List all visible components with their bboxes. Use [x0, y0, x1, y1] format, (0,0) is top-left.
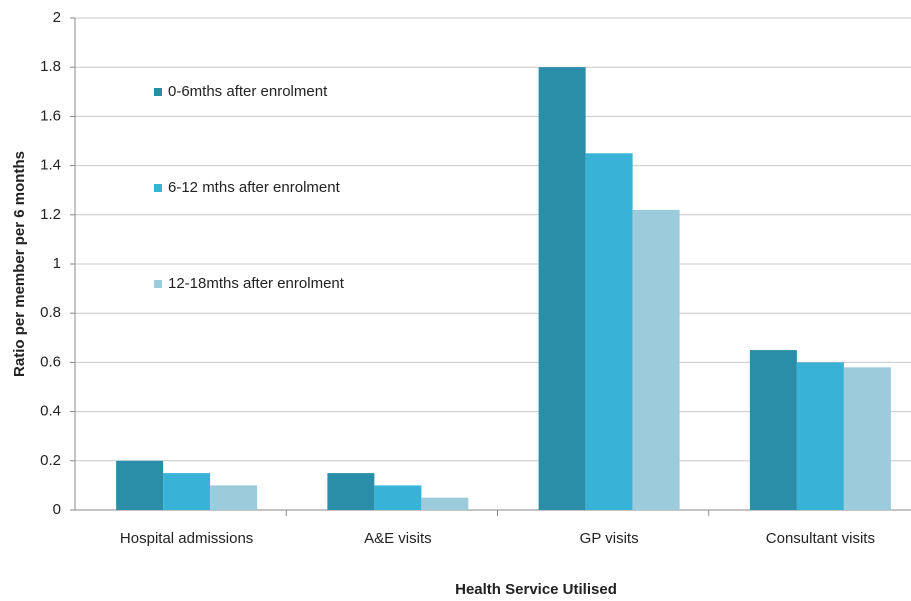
x-tick-label: A&E visits [364, 530, 432, 547]
x-tick-label: GP visits [580, 530, 639, 547]
x-tick-label: Consultant visits [766, 530, 875, 547]
bar [796, 362, 844, 510]
y-tick-label: 1.4 [40, 157, 61, 174]
bar [632, 209, 680, 510]
bar [843, 367, 891, 510]
legend-label: 6-12 mths after enrolment [168, 179, 341, 196]
bar [374, 485, 422, 510]
y-tick-label: 1.8 [40, 58, 61, 75]
legend-label: 0-6mths after enrolment [168, 83, 328, 100]
x-axis-title: Health Service Utilised [455, 581, 617, 598]
bar [421, 497, 469, 510]
y-tick-label: 1 [53, 255, 61, 272]
bar [538, 67, 586, 510]
y-tick-label: 0 [53, 501, 61, 518]
legend-swatch [154, 184, 162, 192]
y-tick-label: 1.2 [40, 206, 61, 223]
x-tick-label: Hospital admissions [120, 530, 253, 547]
y-tick-label: 1.6 [40, 107, 61, 124]
bar [749, 350, 797, 510]
legend-swatch [154, 88, 162, 96]
y-tick-label: 0.6 [40, 353, 61, 370]
y-tick-label: 0.4 [40, 403, 61, 420]
bar [210, 485, 258, 510]
y-tick-label: 0.8 [40, 304, 61, 321]
legend-label: 12-18mths after enrolment [168, 275, 345, 292]
bar [327, 473, 375, 510]
bar [163, 473, 211, 510]
bar [585, 153, 633, 511]
y-tick-label: 0.2 [40, 452, 61, 469]
bar [116, 460, 164, 510]
y-tick-label: 2 [53, 9, 61, 26]
y-axis-title: Ratio per member per 6 months [11, 151, 28, 377]
legend-swatch [154, 280, 162, 288]
